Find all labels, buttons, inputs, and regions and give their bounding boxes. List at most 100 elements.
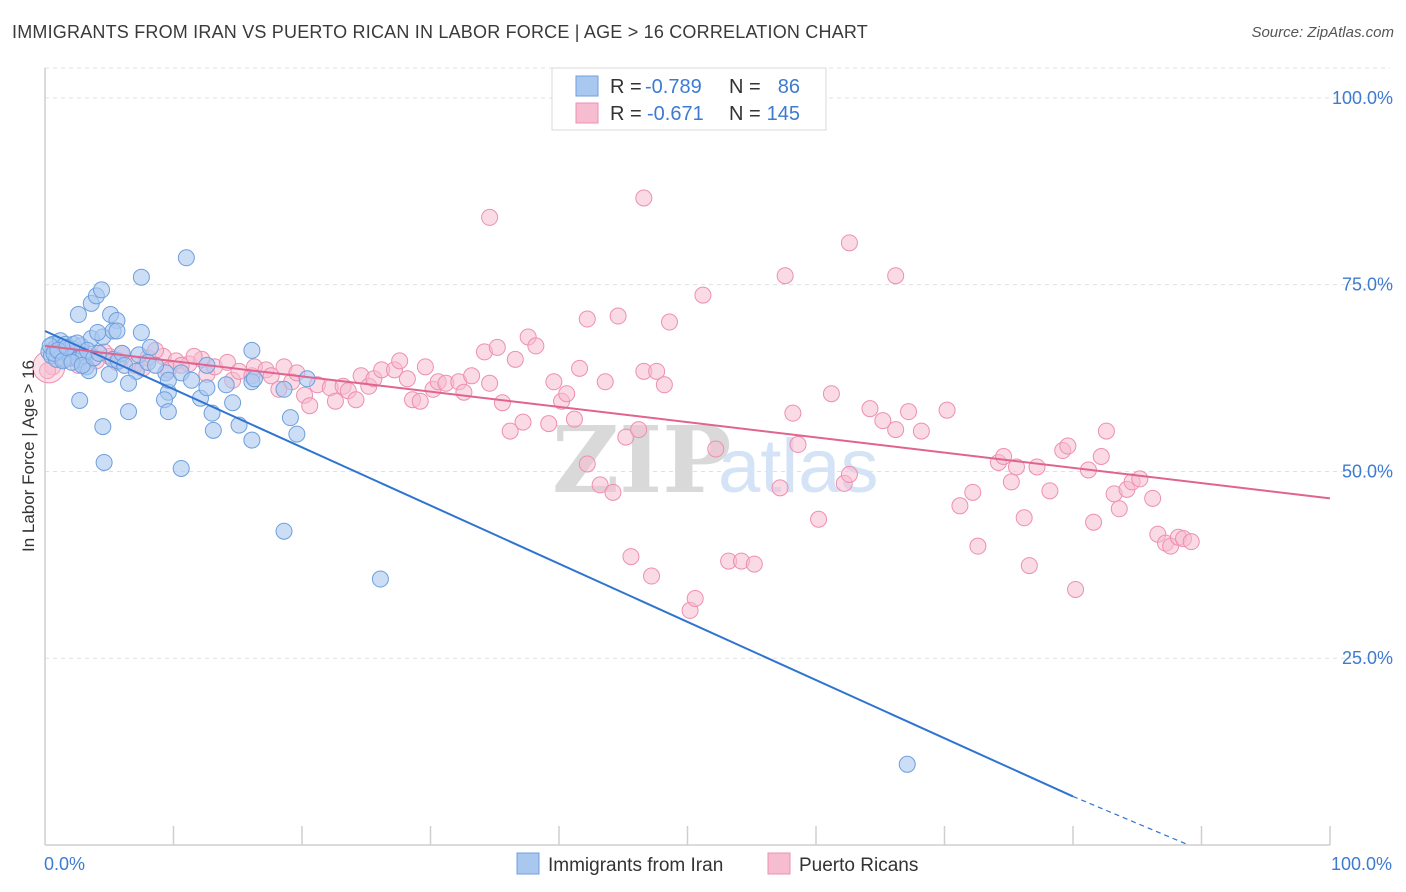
iran-point xyxy=(198,379,216,397)
puerto-rican-point xyxy=(861,400,879,418)
iran-point xyxy=(898,755,916,773)
puerto-rican-point xyxy=(545,373,563,391)
puerto-rican-point xyxy=(527,337,545,355)
puerto-rican-point xyxy=(1020,557,1038,575)
puerto-rican-point xyxy=(609,307,627,325)
puerto-rican-point xyxy=(1028,458,1046,476)
puerto-rican-point xyxy=(912,422,930,440)
puerto-rican-point xyxy=(822,385,840,403)
legend-n-label-pr: N = xyxy=(729,103,761,125)
puerto-rican-point xyxy=(514,413,532,431)
iran-point xyxy=(141,338,159,356)
puerto-rican-point xyxy=(1131,470,1149,488)
puerto-rican-point xyxy=(481,208,499,226)
puerto-rican-point xyxy=(995,448,1013,465)
puerto-rican-point xyxy=(416,358,434,376)
y-axis-label: In Labor Force | Age > 16 xyxy=(19,360,38,552)
puerto-rican-point xyxy=(707,440,725,458)
iran-point xyxy=(182,371,200,389)
puerto-rican-point xyxy=(622,548,640,566)
legend-r-value-iran: -0.789 xyxy=(645,76,702,98)
iran-point xyxy=(120,374,138,392)
puerto-rican-point xyxy=(900,403,918,421)
puerto-rican-point xyxy=(938,401,956,419)
puerto-rican-point xyxy=(648,362,666,380)
iran-point xyxy=(177,249,195,267)
puerto-rican-point xyxy=(1092,448,1110,465)
iran-point xyxy=(275,380,293,398)
iran-point xyxy=(275,522,293,540)
bottom-legend: Immigrants from Iran Puerto Ricans xyxy=(516,852,918,876)
puerto-rican-point xyxy=(1182,533,1200,551)
x-tick-label-min: 0.0% xyxy=(44,854,85,874)
iran-point xyxy=(71,391,89,409)
puerto-rican-point xyxy=(964,483,982,501)
puerto-rican-point xyxy=(1110,500,1128,518)
x-tick-marks xyxy=(172,826,1331,845)
iran-point xyxy=(288,425,306,443)
puerto-rican-point xyxy=(488,338,506,356)
puerto-rican-point xyxy=(1059,437,1077,455)
legend-swatch-pr xyxy=(575,102,599,124)
puerto-rican-point xyxy=(1144,489,1162,507)
iran-point xyxy=(298,370,316,388)
iran-point xyxy=(243,431,261,449)
iran-point xyxy=(204,421,222,439)
legend-r-label-pr: R = xyxy=(610,103,642,125)
puerto-rican-point xyxy=(591,476,609,494)
puerto-rican-point xyxy=(571,359,589,377)
puerto-rican-point xyxy=(1007,458,1025,476)
puerto-rican-point xyxy=(969,537,987,555)
puerto-rican-point xyxy=(840,234,858,252)
puerto-rican-point xyxy=(784,404,802,422)
puerto-rican-point xyxy=(1085,513,1103,531)
puerto-rican-point xyxy=(776,267,794,285)
puerto-rican-point xyxy=(1041,482,1059,500)
iran-point xyxy=(172,459,190,477)
x-tick-label-max: 100.0% xyxy=(1331,854,1392,874)
iran-point xyxy=(132,323,150,341)
trend-lines xyxy=(44,330,1331,846)
legend-swatch-iran xyxy=(575,75,599,97)
legend-n-value-iran: 86 xyxy=(778,76,800,98)
iran-point xyxy=(120,403,138,421)
iran-point xyxy=(371,570,389,588)
legend-r-label-iran: R = xyxy=(610,76,642,98)
puerto-rican-point xyxy=(789,436,807,454)
puerto-rican-point xyxy=(694,286,712,304)
iran-point xyxy=(89,323,107,341)
iran-point xyxy=(243,341,261,359)
legend-n-value-pr: 145 xyxy=(767,103,800,125)
puerto-rican-point xyxy=(398,370,416,388)
puerto-rican-point xyxy=(874,412,892,430)
iran-points xyxy=(40,249,916,773)
y-tick-label: 50.0% xyxy=(1342,461,1393,481)
puerto-rican-point xyxy=(686,589,704,607)
puerto-rican-point xyxy=(1097,422,1115,440)
iran-point xyxy=(69,306,87,324)
legend-n-label-iran: N = xyxy=(729,76,761,98)
puerto-rican-point xyxy=(463,367,481,385)
iran-point xyxy=(217,376,235,394)
iran-point xyxy=(108,322,126,340)
bottom-legend-swatch-iran xyxy=(516,852,540,875)
watermark: ZIP atlas xyxy=(552,406,879,514)
legend: R = -0.789 N = 86 R = -0.671 N = 145 xyxy=(551,67,827,131)
puerto-rican-point xyxy=(481,374,499,392)
puerto-rican-point xyxy=(596,373,614,391)
y-tick-label: 75.0% xyxy=(1342,275,1393,295)
puerto-rican-point xyxy=(301,397,319,415)
puerto-rican-point xyxy=(501,422,519,440)
puerto-rican-point xyxy=(887,421,905,439)
puerto-rican-point xyxy=(1015,509,1033,527)
iran-point xyxy=(100,365,118,383)
y-tick-label: 25.0% xyxy=(1342,648,1393,668)
puerto-rican-point xyxy=(391,352,409,370)
puerto-rican-point xyxy=(635,189,653,207)
puerto-rican-point xyxy=(655,376,673,394)
iran-point xyxy=(147,356,165,374)
puerto-rican-point xyxy=(558,385,576,403)
iran-point xyxy=(95,453,113,471)
puerto-rican-point xyxy=(1067,580,1085,598)
